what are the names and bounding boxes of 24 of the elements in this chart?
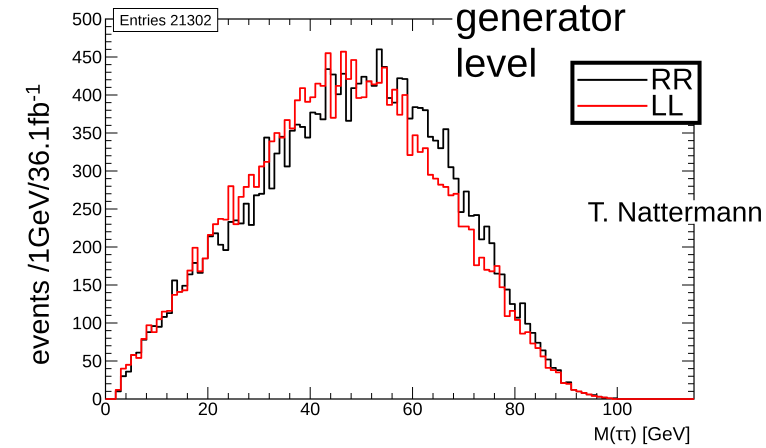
- x-tick-label: 40: [300, 402, 320, 416]
- x-axis-title: M(ττ) [GeV]: [595, 426, 690, 444]
- legend-label: LL: [652, 94, 683, 116]
- y-tick-label: 0: [92, 392, 102, 406]
- y-tick-label: 450: [72, 50, 102, 64]
- y-tick-label: 250: [72, 202, 102, 216]
- y-axis-title: events /1GeV/36.1fb$^{-1}$: [26, 84, 50, 364]
- y-tick-label: 50: [82, 354, 102, 368]
- x-tick-label: 0: [101, 402, 110, 416]
- x-tick-label: 80: [506, 402, 524, 416]
- x-tick-label: 60: [403, 402, 422, 416]
- y-tick-label: 350: [72, 126, 102, 140]
- annotation: T. Nattermann: [588, 202, 761, 222]
- x-tick-label: 20: [198, 402, 218, 416]
- y-tick-label: 200: [72, 240, 102, 254]
- y-tick-label: 300: [72, 164, 102, 178]
- legend-label: RR: [652, 68, 692, 90]
- annotation: generator level: [457, 5, 626, 78]
- annotation: Entries 21302: [120, 14, 211, 26]
- y-tick-label: 400: [72, 88, 102, 102]
- y-tick-label: 150: [73, 278, 102, 292]
- x-tick-label: 100: [604, 402, 632, 416]
- y-tick-label: 500: [72, 12, 102, 26]
- y-tick-label: 100: [73, 316, 102, 330]
